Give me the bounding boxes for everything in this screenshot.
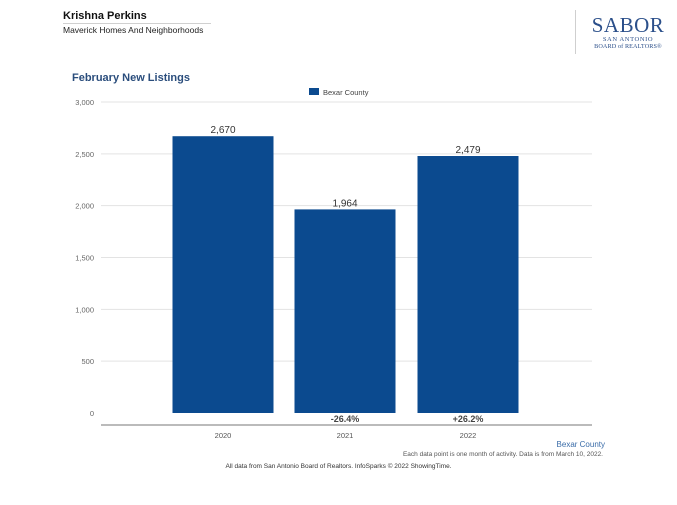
logo-line-1: SAN ANTONIO (602, 36, 654, 43)
x-tick-label: 2022 (460, 431, 477, 440)
y-tick-label: 1,000 (75, 305, 94, 314)
footer-note: Each data point is one month of activity… (402, 451, 603, 458)
y-tick-label: 2,000 (75, 202, 94, 211)
x-tick-label: 2020 (215, 431, 232, 440)
footer-source: All data from San Antonio Board of Realt… (225, 463, 452, 470)
company-name: Maverick Homes And Neighborhoods (63, 25, 204, 35)
bar-2021 (294, 209, 396, 413)
bar-2020 (172, 136, 274, 413)
bar-value-label: 1,964 (332, 198, 357, 209)
bar-2022 (417, 156, 519, 414)
area-label: Bexar County (557, 440, 605, 449)
y-tick-label: 2,500 (75, 150, 94, 159)
agent-divider (63, 23, 211, 24)
logo-line-2: BOARD of REALTORS® (594, 43, 662, 50)
x-tick-label: 2021 (337, 431, 354, 440)
y-tick-label: 3,000 (75, 98, 94, 107)
y-tick-label: 500 (81, 357, 94, 366)
chart-title: February New Listings (72, 72, 190, 84)
logo-mark: SABOR (591, 13, 665, 37)
legend-label: Bexar County (323, 88, 369, 97)
legend-swatch (309, 88, 319, 95)
bar-value-label: 2,670 (210, 125, 235, 136)
change-label: +26.2% (453, 414, 484, 424)
y-tick-label: 1,500 (75, 254, 94, 263)
change-label: -26.4% (331, 414, 360, 424)
sabor-logo: SABOR SAN ANTONIO BOARD of REALTORS® (588, 14, 668, 50)
logo-divider (575, 10, 576, 54)
agent-name: Krishna Perkins (63, 10, 147, 22)
y-tick-label: 0 (90, 409, 94, 418)
bar-value-label: 2,479 (455, 145, 480, 156)
